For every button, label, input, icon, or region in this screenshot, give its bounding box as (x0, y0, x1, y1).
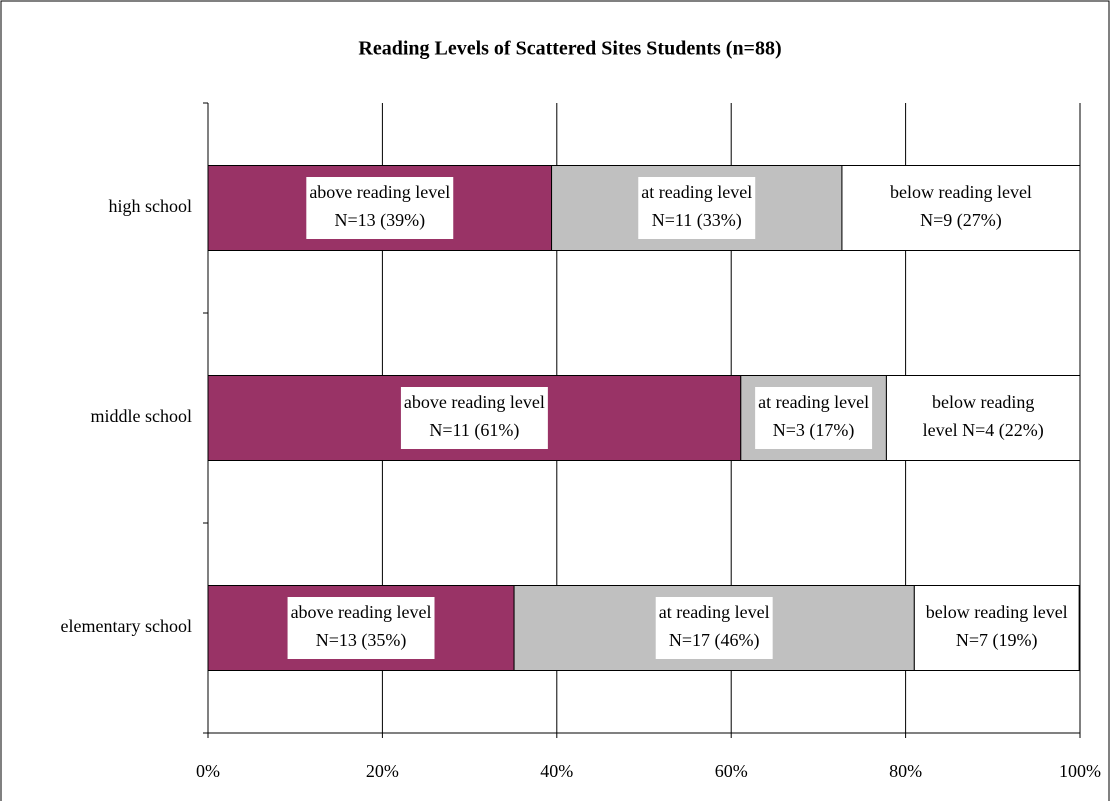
data-label: above reading level N=13 (35%) (287, 597, 435, 659)
data-label-text: above reading level (309, 182, 450, 202)
y-tick-label: high school (109, 196, 193, 216)
data-label-text: at reading level (659, 602, 770, 622)
x-tick-label: 100% (1059, 761, 1101, 781)
x-tick-label: 0% (196, 761, 220, 781)
data-label-text: above reading level (404, 392, 545, 412)
data-label-box (886, 177, 1035, 239)
data-label-text: at reading level (641, 182, 752, 202)
data-label-text: below reading (932, 392, 1034, 412)
data-label: at reading level N=3 (17%) (755, 387, 873, 449)
data-label: above reading level N=13 (39%) (306, 177, 454, 239)
data-label-text: at reading level (758, 392, 869, 412)
data-label: at reading level N=11 (33%) (638, 177, 756, 239)
data-label: below reading level N=4 (22%) (919, 387, 1047, 449)
y-tick-label: elementary school (61, 616, 192, 636)
data-label-box (919, 387, 1047, 449)
x-tick-label: 40% (540, 761, 573, 781)
data-label-text: below reading level (926, 602, 1068, 622)
data-label-text: level N=4 (22%) (923, 420, 1044, 441)
data-label-text: N=7 (19%) (956, 630, 1038, 651)
data-label-text: N=13 (39%) (334, 210, 425, 231)
data-label-box (922, 597, 1071, 659)
data-label: below reading level N=9 (27%) (886, 177, 1035, 239)
data-label-box (400, 387, 548, 449)
data-label-box (287, 597, 435, 659)
data-label-box (306, 177, 454, 239)
chart-title: Reading Levels of Scattered Sites Studen… (358, 38, 781, 60)
data-label: below reading level N=7 (19%) (922, 597, 1071, 659)
data-label-text: N=3 (17%) (773, 420, 855, 441)
data-label-box (755, 387, 873, 449)
x-tick-label: 20% (366, 761, 399, 781)
data-label: at reading level N=17 (46%) (655, 597, 773, 659)
y-tick-label: middle school (91, 406, 193, 426)
data-label: above reading level N=11 (61%) (400, 387, 548, 449)
data-label-box (655, 597, 773, 659)
data-label-box (638, 177, 756, 239)
data-label-text: N=9 (27%) (920, 210, 1002, 231)
data-label-text: N=11 (33%) (652, 210, 742, 231)
data-label-text: N=17 (46%) (669, 630, 760, 651)
x-tick-label: 80% (889, 761, 922, 781)
data-label-text: N=11 (61%) (429, 420, 519, 441)
data-label-text: above reading level (291, 602, 432, 622)
data-label-text: N=13 (35%) (316, 630, 407, 651)
data-label-text: below reading level (890, 182, 1032, 202)
x-tick-label: 60% (715, 761, 748, 781)
